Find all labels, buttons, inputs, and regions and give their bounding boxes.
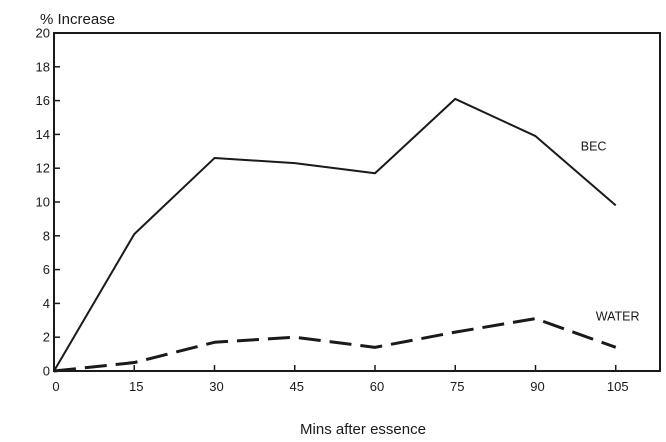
x-axis-title: Mins after essence [300, 421, 426, 438]
y-tick-label: 16 [36, 93, 50, 108]
y-tick-label: 0 [43, 364, 50, 379]
y-tick-label: 12 [36, 161, 50, 176]
y-axis: 0 2 4 6 8 10 12 14 16 18 20 [36, 26, 60, 379]
plot-area: BEC WATER [53, 97, 640, 373]
series-line-bec [53, 97, 617, 372]
y-axis-title: % Increase [40, 11, 115, 28]
plot-frame [53, 32, 661, 372]
series-line-water [53, 317, 617, 373]
series-label-bec: BEC [581, 139, 607, 153]
x-tick-label: 105 [607, 379, 629, 394]
series-label-water: WATER [596, 309, 640, 323]
y-tick-label: 4 [43, 296, 50, 311]
y-tick-label: 8 [43, 228, 50, 243]
x-tick-label: 45 [290, 379, 304, 394]
y-tick-label: 2 [43, 330, 50, 345]
x-tick-label: 15 [129, 379, 143, 394]
y-tick-label: 18 [36, 59, 50, 74]
y-tick-label: 20 [36, 26, 50, 41]
y-tick-label: 14 [36, 127, 50, 142]
y-tick-label: 6 [43, 262, 50, 277]
x-tick-label: 30 [209, 379, 223, 394]
x-tick-label: 75 [450, 379, 464, 394]
y-tick-label: 10 [36, 195, 50, 210]
x-axis: 0 15 30 45 60 75 90 105 [52, 365, 629, 394]
x-tick-label: 0 [52, 379, 59, 394]
x-tick-label: 60 [370, 379, 384, 394]
x-tick-label: 90 [530, 379, 544, 394]
